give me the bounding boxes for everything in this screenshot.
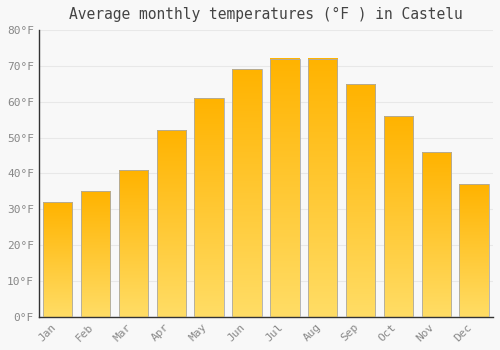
Bar [81,191,110,317]
Bar [194,98,224,317]
Bar [156,131,186,317]
Bar [384,116,413,317]
Bar [118,170,148,317]
Bar [308,59,338,317]
Bar [460,184,489,317]
Bar [43,202,72,317]
Bar [232,70,262,317]
Bar [346,84,376,317]
Bar [422,152,451,317]
Bar [270,59,300,317]
Title: Average monthly temperatures (°F ) in Castelu: Average monthly temperatures (°F ) in Ca… [69,7,463,22]
